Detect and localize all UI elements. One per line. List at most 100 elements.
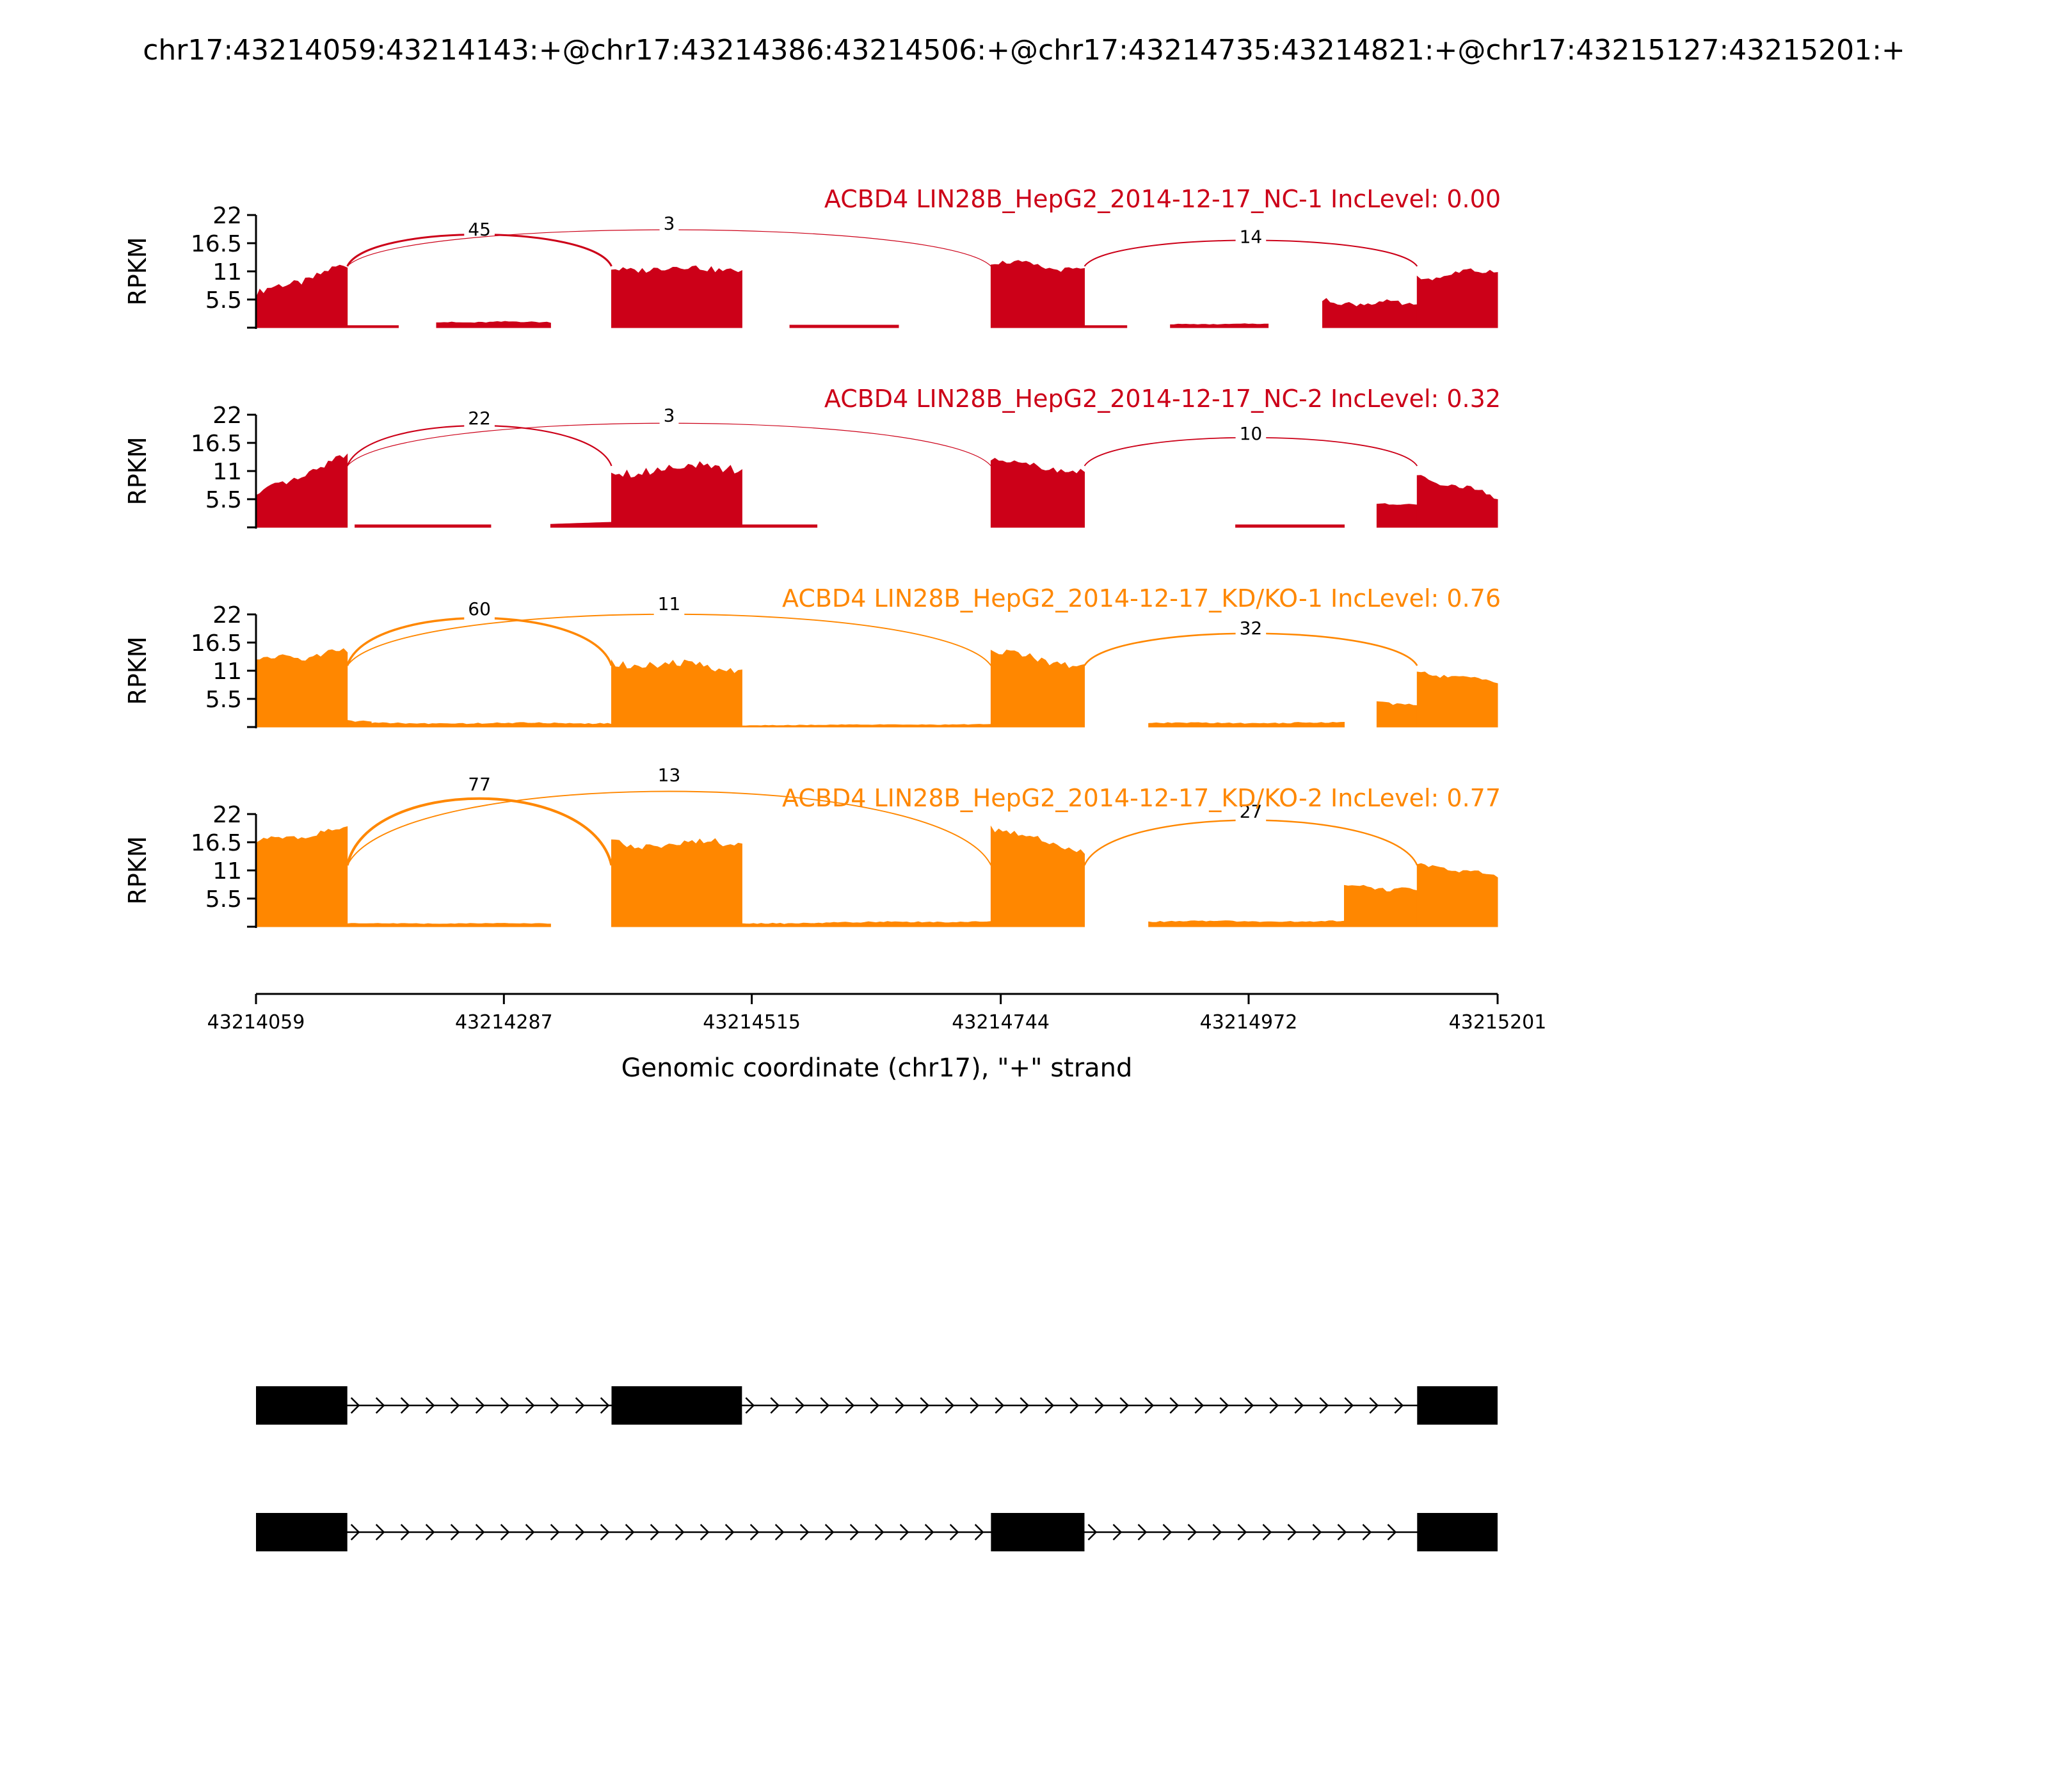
x-tick-label: 43214515 [703,1011,801,1034]
coverage-area [550,522,612,528]
strand-arrow [1119,1397,1130,1414]
coverage-area [1170,323,1269,328]
strand-arrow [650,1524,660,1540]
strand-arrow [350,1524,360,1540]
strand-arrow [400,1524,410,1540]
coverage-area [1416,671,1498,728]
junction-count-bg [659,212,679,235]
coverage-area [355,524,492,528]
junction-count-bg [1235,422,1267,445]
strand-arrow [1262,1524,1272,1540]
junction-count-bg [464,407,495,429]
y-tick-label: 22 [212,403,242,429]
strand-arrow [575,1524,585,1540]
strand-arrow [895,1397,905,1414]
exon-block [611,1386,742,1425]
strand-arrow [550,1397,560,1414]
exon-block [256,1513,348,1551]
junction-count-label: 3 [664,213,675,234]
junction-arc [346,797,613,866]
junction-count-label: 13 [658,765,681,786]
y-tick-label: 11 [212,459,242,485]
strand-arrow [770,1397,780,1414]
strand-arrow [1337,1524,1347,1540]
strand-arrow [575,1397,585,1414]
strand-arrow [1219,1397,1229,1414]
sample-label: ACBD4 LIN28B_HepG2_2014-12-17_NC-2 IncLe… [824,385,1501,413]
strand-arrow [675,1524,685,1540]
coverage-area [611,461,742,528]
junction-count-bg [1235,800,1267,823]
junction-count-bg [1235,617,1267,640]
figure-title: chr17:43214059:43214143:+@chr17:43214386… [143,34,1905,67]
coverage-area [990,825,1085,927]
junction-count-label: 11 [658,593,681,614]
strand-arrow [1362,1524,1372,1540]
sample-label: ACBD4 LIN28B_HepG2_2014-12-17_KD/KO-2 In… [782,784,1501,812]
strand-arrow [874,1524,884,1540]
exon-block [991,1513,1085,1551]
strand-arrow [550,1524,560,1540]
y-tick-label: 11 [212,659,242,685]
strand-arrow [375,1524,385,1540]
strand-arrow [450,1397,460,1414]
coverage-area [1322,298,1418,328]
y-tick-label: 22 [212,203,242,229]
y-tick-label: 16.5 [191,630,242,657]
strand-arrow [1044,1397,1055,1414]
strand-arrow [920,1397,930,1414]
strand-arrow [1087,1524,1098,1540]
strand-arrow [1287,1524,1297,1540]
strand-arrow [400,1397,410,1414]
y-tick-label: 16.5 [191,830,242,856]
strand-arrow [974,1524,984,1540]
strand-arrow [774,1524,785,1540]
junction-arc [1084,819,1418,866]
junction-count-label: 77 [468,774,491,795]
isoform-track [256,1513,1498,1551]
strand-arrow [1244,1397,1254,1414]
strand-arrow [1294,1397,1304,1414]
junction-count-label: 27 [1240,801,1263,822]
coverage-area [990,458,1085,528]
coverage-area [436,321,551,328]
y-tick-label: 22 [212,602,242,628]
strand-arrow [600,1524,610,1540]
strand-arrow [824,1524,835,1540]
y-tick-label: 5.5 [205,487,242,513]
coverage-area [741,724,991,728]
strand-arrow [949,1524,959,1540]
coverage-area [611,659,742,728]
strand-arrow [1137,1524,1148,1540]
strand-arrow [1094,1397,1105,1414]
strand-arrow [450,1524,460,1540]
y-tick-label: 16.5 [191,231,242,257]
strand-arrow [1162,1524,1172,1540]
coverage-area [990,260,1085,328]
junction-count-bg [1235,225,1267,248]
junction-count-label: 60 [468,598,491,620]
x-tick-label: 43214744 [952,1011,1050,1034]
coverage-area [1148,920,1345,927]
strand-arrow [700,1524,710,1540]
strand-arrow [475,1524,485,1540]
junction-count-bg [653,593,685,616]
strand-arrow [1169,1397,1180,1414]
junction-count-label: 22 [468,408,491,429]
coverage-area [255,826,348,927]
y-tick-label: 5.5 [205,687,242,713]
strand-arrow [1344,1397,1354,1414]
strand-arrow [525,1524,535,1540]
coverage-area [741,524,818,528]
coverage-area [1084,325,1128,328]
junction-count-bg [464,772,495,796]
strand-arrow [1212,1524,1222,1540]
strand-arrow [500,1397,510,1414]
strand-arrow [1394,1397,1404,1414]
junction-count-label: 32 [1240,618,1263,639]
junction-count-label: 3 [664,404,675,426]
sample-label: ACBD4 LIN28B_HepG2_2014-12-17_KD/KO-1 In… [782,584,1501,612]
